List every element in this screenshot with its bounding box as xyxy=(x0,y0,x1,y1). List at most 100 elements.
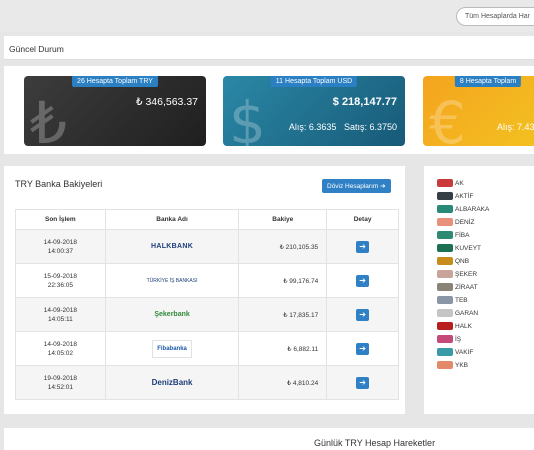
buy-rate: Alış: 6.3635 xyxy=(288,122,337,132)
legend-item[interactable]: FİBA xyxy=(437,231,469,242)
legend-label: ZİRAAT xyxy=(455,284,478,291)
sell-rate: Satış: 6.3750 xyxy=(343,122,397,132)
legend-label: DENİZ xyxy=(455,219,475,226)
color-swatch xyxy=(437,309,453,318)
legend-label: ŞEKER xyxy=(455,271,478,278)
eur-total-card[interactable]: 8 Hesapta Toplam € Alış: 7.438 xyxy=(423,76,534,146)
balance-cell: ₺ 6,882.11 xyxy=(238,331,328,366)
color-swatch xyxy=(437,179,453,188)
color-swatch xyxy=(437,218,453,227)
legend-item[interactable]: ALBARAKA xyxy=(437,205,489,216)
bank-legend: AK AKTİF ALBARAKA DENİZ FİBA KUVEYT QNB ŞEKER Zİ… xyxy=(424,166,534,414)
date: 14-09-2018 xyxy=(43,238,77,246)
arrow-right-icon[interactable]: ➔ xyxy=(356,308,370,321)
time: 22:36:05 xyxy=(47,281,74,289)
detail-cell: ➔ xyxy=(326,229,399,264)
detail-cell: ➔ xyxy=(326,263,399,298)
last-transaction-cell: 14-09-2018 14:05:11 xyxy=(15,297,106,332)
table-row: 19-09-2018 14:52:01 DenizBank ₺ 4,810.24 … xyxy=(15,365,399,400)
legend-item[interactable]: KUVEYT xyxy=(437,244,481,255)
panel-title: TRY Banka Bakiyeleri xyxy=(15,179,103,189)
legend-label: İŞ xyxy=(455,336,462,343)
bank-cell: Şekerbank xyxy=(104,297,240,332)
balance-cell: ₺ 17,835.17 xyxy=(238,297,328,332)
legend-label: FİBA xyxy=(455,232,470,239)
time: 14:00:37 xyxy=(47,247,74,255)
legend-item[interactable]: GARAN xyxy=(437,309,478,320)
denizbank-logo: DenizBank xyxy=(151,378,193,387)
balance-cell: ₺ 210,105.35 xyxy=(238,229,328,264)
card-tag: 26 Hesapta Toplam TRY xyxy=(72,76,158,87)
bank-cell: TÜRKİYE İŞ BANKASI xyxy=(104,263,240,298)
color-swatch xyxy=(437,348,453,357)
legend-item[interactable]: AKTİF xyxy=(437,192,473,203)
legend-item[interactable]: ZİRAAT xyxy=(437,283,478,294)
legend-item[interactable]: HALK xyxy=(437,322,472,333)
dollar-icon: $ xyxy=(229,89,266,146)
balance-cell: ₺ 4,810.24 xyxy=(238,365,328,400)
lira-icon: ₺ xyxy=(30,89,67,146)
isbank-logo: TÜRKİYE İŞ BANKASI xyxy=(146,278,198,284)
last-transaction-cell: 14-09-2018 14:00:37 xyxy=(15,229,106,264)
legend-item[interactable]: AK xyxy=(437,179,464,190)
status-section-header: Güncel Durum xyxy=(4,36,534,60)
column-header: Son İşlem xyxy=(15,209,106,230)
bank-cell: HALKBANK xyxy=(104,229,240,264)
balance-cell: ₺ 99,176.74 xyxy=(238,263,328,298)
legend-item[interactable]: YKB xyxy=(437,361,468,372)
date: 19-09-2018 xyxy=(43,374,77,382)
detail-cell: ➔ xyxy=(326,331,399,366)
legend-item[interactable]: QNB xyxy=(437,257,469,268)
table-row: 14-09-2018 14:05:02 Fibabanka ₺ 6,882.11 … xyxy=(15,331,399,366)
sekerbank-logo: Şekerbank xyxy=(154,311,190,318)
legend-label: QNB xyxy=(455,258,470,265)
section-title: Günlük TRY Hesap Hareketler xyxy=(314,438,436,448)
color-swatch xyxy=(437,231,453,240)
bank-cell: Fibabanka xyxy=(104,331,240,366)
legend-item[interactable]: DENİZ xyxy=(437,218,475,229)
legend-label: GARAN xyxy=(455,310,479,317)
euro-icon: € xyxy=(429,89,466,146)
legend-item[interactable]: TEB xyxy=(437,296,468,307)
color-swatch xyxy=(437,192,453,201)
detail-cell: ➔ xyxy=(326,297,399,332)
time: 14:05:11 xyxy=(47,315,73,323)
top-bar: Tüm Hesaplarda Har xyxy=(0,0,534,32)
column-header: Banka Adı xyxy=(104,209,240,230)
legend-label: AKTİF xyxy=(455,193,474,200)
exchange-rates: Alış: 6.3635 Satış: 6.3750 xyxy=(289,122,397,132)
detail-cell: ➔ xyxy=(326,365,399,400)
usd-total-card[interactable]: 11 Hesapta Toplam USD $ $ 218,147.77 Alı… xyxy=(223,76,405,146)
daily-movements-section: Günlük TRY Hesap Hareketler xyxy=(4,428,534,450)
color-swatch xyxy=(437,361,453,370)
card-tag: 11 Hesapta Toplam USD xyxy=(270,76,358,87)
table-row: 14-09-2018 14:05:11 Şekerbank ₺ 17,835.17… xyxy=(15,297,399,332)
arrow-right-icon[interactable]: ➔ xyxy=(356,376,370,389)
balances-table: Son İşlem Banka Adı Bakiye Detay 14-09-2… xyxy=(15,209,399,400)
arrow-right-icon[interactable]: ➔ xyxy=(356,342,370,355)
legend-item[interactable]: VAKIF xyxy=(437,348,473,359)
color-swatch xyxy=(437,270,453,279)
legend-item[interactable]: ŞEKER xyxy=(437,270,477,281)
arrow-right-icon[interactable]: ➔ xyxy=(356,240,370,253)
search-input[interactable]: Tüm Hesaplarda Har xyxy=(456,7,534,26)
try-balances-panel: TRY Banka Bakiyeleri Döviz Hesaplarım ➔ … xyxy=(4,166,405,414)
halkbank-logo: HALKBANK xyxy=(151,243,194,250)
buy-rate: Alış: 7.438 xyxy=(497,122,534,132)
arrow-right-icon[interactable]: ➔ xyxy=(356,274,370,287)
color-swatch xyxy=(437,283,453,292)
last-transaction-cell: 14-09-2018 14:05:02 xyxy=(15,331,106,366)
section-title: Güncel Durum xyxy=(9,44,64,54)
color-swatch xyxy=(437,322,453,331)
time: 14:52:01 xyxy=(47,383,74,391)
summary-cards: 26 Hesapta Toplam TRY ₺ ₺ 346,563.37 11 … xyxy=(4,66,534,154)
currency-accounts-button[interactable]: Döviz Hesaplarım ➔ xyxy=(322,179,391,193)
table-row: 15-09-2018 22:36:05 TÜRKİYE İŞ BANKASI ₺ … xyxy=(15,263,399,298)
try-total-card[interactable]: 26 Hesapta Toplam TRY ₺ ₺ 346,563.37 xyxy=(24,76,206,146)
card-tag: 8 Hesapta Toplam xyxy=(454,76,522,87)
legend-label: ALBARAKA xyxy=(455,206,490,213)
bank-cell: DenizBank xyxy=(104,365,240,400)
legend-item[interactable]: İŞ xyxy=(437,335,461,346)
legend-label: AK xyxy=(455,180,464,187)
card-amount: ₺ 346,563.37 xyxy=(135,96,198,108)
